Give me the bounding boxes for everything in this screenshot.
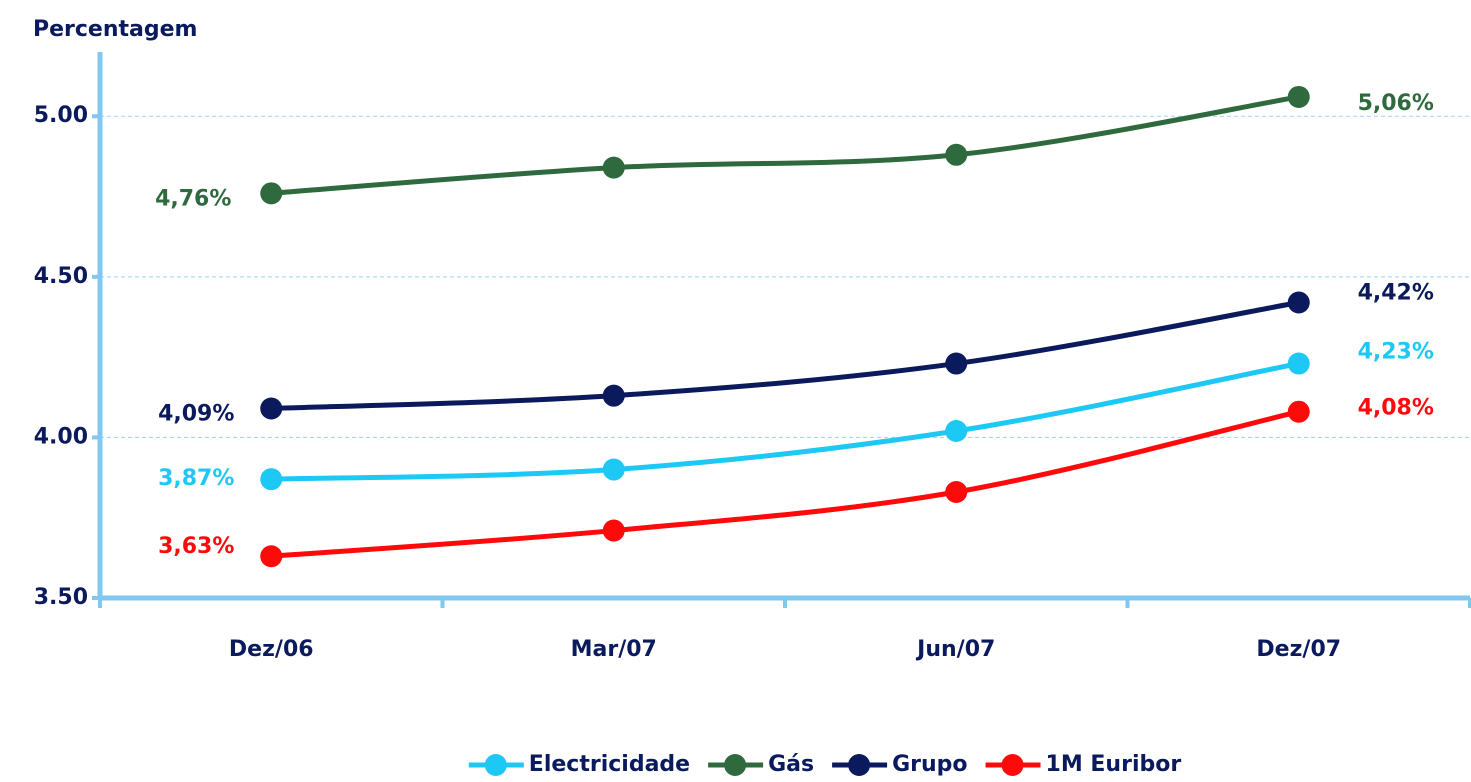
point xyxy=(1287,85,1310,108)
y-tick-label: 5.00 xyxy=(34,103,88,128)
point xyxy=(260,182,283,205)
point xyxy=(602,519,625,542)
y-tick-label: 4.00 xyxy=(34,424,88,449)
point xyxy=(260,468,283,491)
point xyxy=(260,545,283,568)
legend-marker xyxy=(724,754,747,776)
data-label: 3,87% xyxy=(158,466,234,491)
legend: Electricidade Gás Grupo 1M Euribor xyxy=(468,752,1182,777)
point xyxy=(260,397,283,420)
point xyxy=(602,156,625,179)
point xyxy=(602,458,625,481)
point xyxy=(945,143,968,166)
legend-marker xyxy=(484,754,507,776)
y-tick-label: 3.50 xyxy=(34,585,88,610)
data-label: 4,23% xyxy=(1358,340,1434,365)
point xyxy=(1287,352,1310,375)
point xyxy=(1287,400,1310,423)
x-tick-label: Jun/07 xyxy=(915,637,995,662)
data-label: 3,63% xyxy=(158,534,234,559)
point xyxy=(945,352,968,375)
series-line xyxy=(271,94,1300,196)
x-tick-label: Mar/07 xyxy=(571,637,657,662)
point xyxy=(1287,291,1310,314)
legend-label: Gás xyxy=(768,752,814,777)
point xyxy=(602,384,625,407)
data-label: 4,76% xyxy=(155,186,231,211)
legend-label: Electricidade xyxy=(529,752,690,777)
y-tick-label: 4.50 xyxy=(34,264,88,289)
series-line xyxy=(271,300,1300,412)
data-label: 5,06% xyxy=(1358,91,1434,116)
data-label: 4,09% xyxy=(158,402,234,427)
legend-label: Grupo xyxy=(892,752,967,777)
point xyxy=(945,419,968,442)
point xyxy=(945,481,968,504)
legend-label: 1M Euribor xyxy=(1046,752,1182,777)
series-line xyxy=(271,409,1300,559)
legend-marker xyxy=(848,754,871,776)
data-label: 4,42% xyxy=(1358,281,1434,306)
x-tick-label: Dez/07 xyxy=(1256,637,1341,662)
series-line xyxy=(271,361,1300,482)
x-tick-label: Dez/06 xyxy=(229,637,314,662)
legend-marker xyxy=(1001,754,1024,776)
data-label: 4,08% xyxy=(1358,396,1434,421)
y-axis-label: Percentagem xyxy=(33,17,197,42)
